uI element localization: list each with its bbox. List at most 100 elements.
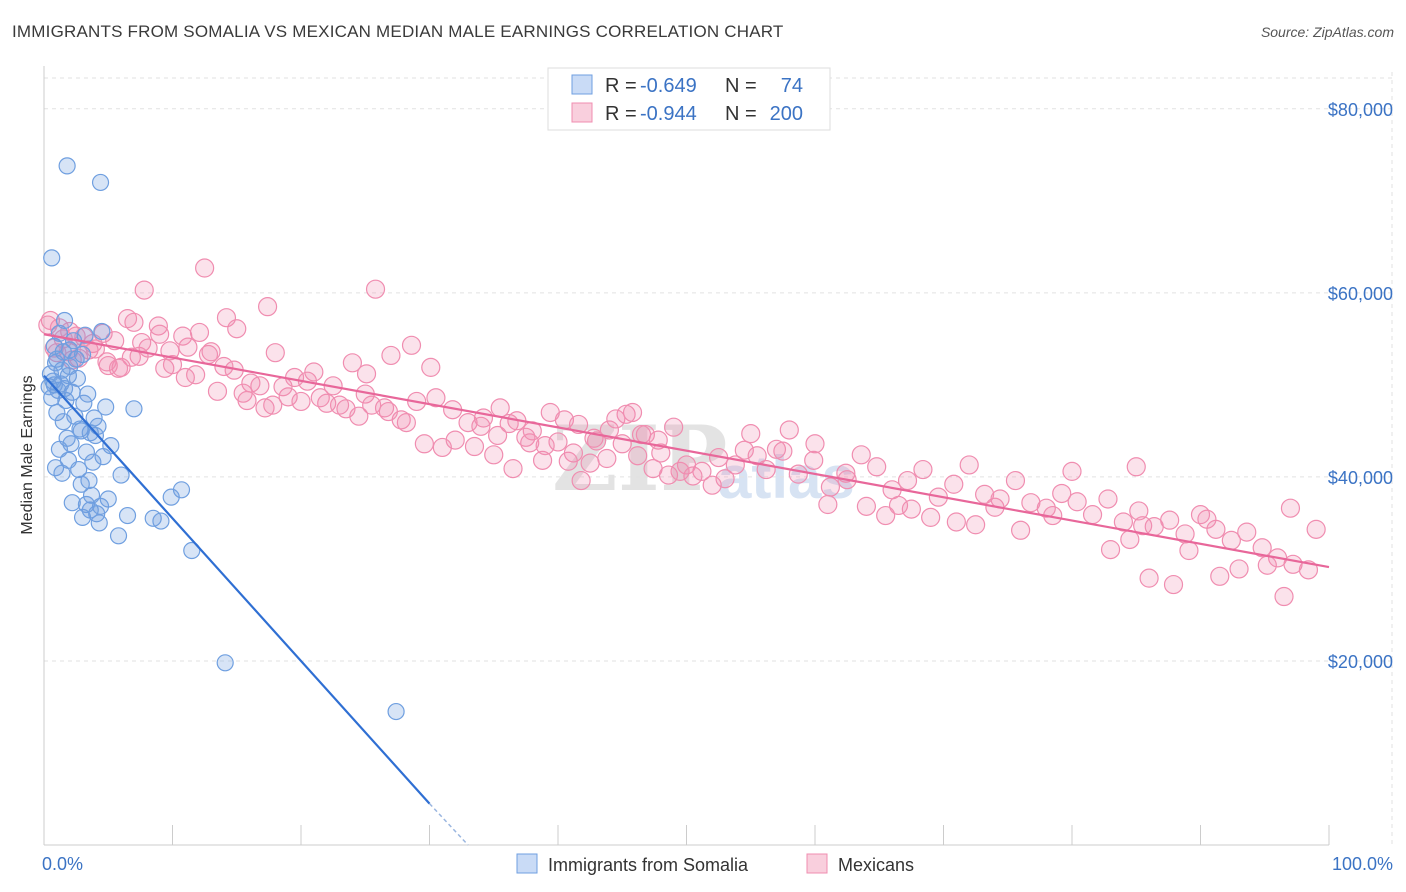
series-legend: Immigrants from Somalia Mexicans — [516, 853, 914, 875]
mexicans-point-126 — [1210, 566, 1230, 586]
series-legend-swatch-mexicans — [806, 853, 828, 874]
mexicans-point-41 — [255, 398, 275, 418]
mexicans-point-10 — [227, 319, 247, 339]
mexicans-point-171 — [396, 413, 416, 433]
series-legend-label-somalia: Immigrants from Somalia — [548, 855, 749, 875]
mexicans-point-32 — [356, 364, 377, 384]
y-axis-label: Median Male Earnings — [19, 375, 36, 534]
trend-line-mexicans — [43, 333, 1330, 569]
somalia-point-69 — [61, 341, 79, 359]
somalia-point-48 — [112, 466, 130, 484]
mexicans-point-42 — [278, 387, 298, 407]
mexicans-point-188 — [124, 312, 144, 332]
mexicans-point-152 — [734, 440, 754, 460]
somalia-point-50 — [72, 475, 90, 493]
somalia-point-64 — [109, 527, 128, 545]
mexicans-point-143 — [888, 495, 909, 516]
stats-legend: R = -0.649 N = 74 R = -0.944 N = 200 — [547, 67, 831, 131]
mexicans-point-91 — [851, 445, 871, 465]
chart-title: IMMIGRANTS FROM SOMALIA VS MEXICAN MEDIA… — [12, 22, 784, 41]
mexicans-point-121 — [1306, 519, 1326, 539]
mexicans-point-181 — [237, 390, 257, 411]
somalia-point-54 — [63, 494, 81, 512]
mexicans-point-189 — [121, 347, 141, 367]
somalia-point-52 — [162, 488, 180, 506]
mexicans-point-123 — [1274, 586, 1294, 607]
legend-n-label-somalia: N = — [725, 75, 757, 97]
mexicans-point-105 — [1067, 492, 1087, 512]
mexicans-point-62 — [616, 404, 636, 424]
mexicans-point-50 — [426, 388, 446, 408]
mexicans-point-134 — [1126, 457, 1146, 477]
mexicans-point-158 — [635, 424, 655, 445]
mexicans-point-109 — [1129, 501, 1149, 521]
legend-n-value-mexicans: 200 — [770, 103, 803, 125]
somalia-point-72 — [72, 422, 90, 440]
x-tick-label-0: 0.0% — [42, 854, 83, 874]
mexicans-point-14 — [365, 279, 386, 299]
mexicans-point-89 — [820, 477, 841, 497]
mexicans-point-156 — [670, 461, 690, 481]
mexicans-point-130 — [1139, 568, 1159, 588]
somalia-point-67 — [387, 702, 405, 721]
mexicans-point-172 — [378, 401, 398, 422]
mexicans-point-74 — [580, 453, 600, 473]
mexicans-point-161 — [586, 431, 607, 451]
mexicans-point-87 — [788, 464, 808, 484]
mexicans-point-142 — [901, 499, 921, 519]
legend-r-value-somalia: -0.649 — [640, 75, 697, 97]
mexicans-point-129 — [1163, 574, 1184, 595]
mexicans-point-174 — [349, 406, 369, 426]
somalia-point-73 — [82, 486, 101, 504]
mexicans-point-187 — [150, 324, 170, 344]
mexicans-point-77 — [628, 446, 648, 466]
somalia-point-66 — [216, 654, 234, 672]
somalia-point-68 — [48, 350, 66, 368]
mexicans-point-88 — [804, 450, 824, 470]
mexicans-point-169 — [432, 437, 452, 458]
mexicans-point-71 — [532, 450, 553, 470]
mexicans-point-98 — [959, 455, 979, 475]
mexicans-point-68 — [484, 445, 504, 465]
legend-r-value-mexicans: -0.944 — [640, 103, 697, 125]
legend-swatch-mexicans — [571, 102, 593, 123]
mexicans-point-81 — [692, 461, 712, 481]
mexicans-point-122 — [1280, 498, 1301, 518]
mexicans-point-162 — [571, 470, 591, 491]
mexicans-point-12 — [195, 258, 215, 278]
mexicans-point-52 — [458, 413, 478, 433]
somalia-point-60 — [118, 506, 137, 525]
mexicans-point-97 — [944, 474, 964, 494]
somalia-point-23 — [79, 385, 97, 403]
mexicans-point-176 — [310, 388, 330, 408]
somalia-point-70 — [45, 376, 63, 394]
stats-legend-box — [547, 67, 831, 131]
somalia-point-2 — [43, 249, 61, 267]
mexicans-point-147 — [818, 494, 838, 515]
somalia-point-4 — [93, 322, 111, 341]
axes — [43, 66, 1330, 846]
somalia-point-62 — [152, 512, 170, 530]
somalia-point-63 — [90, 514, 108, 532]
somalia-point-65 — [183, 541, 201, 560]
somalia-point-46 — [70, 460, 88, 479]
somalia-point-1 — [91, 173, 110, 192]
somalia-point-40 — [50, 440, 69, 458]
mexicans-point-6 — [148, 316, 168, 336]
mexicans-point-135 — [1062, 461, 1082, 481]
somalia-point-27 — [97, 398, 115, 416]
mexicans-point-27 — [265, 343, 285, 363]
mexicans-point-8 — [189, 322, 210, 343]
legend-r-label-somalia: R = — [605, 75, 637, 97]
mexicans-point-141 — [921, 507, 941, 527]
mexicans-point-54 — [490, 398, 510, 418]
mexicans-point-35 — [421, 357, 441, 377]
mexicans-point-101 — [1005, 470, 1026, 491]
mexicans-point-120 — [1298, 560, 1319, 580]
mexicans-point-168 — [471, 416, 491, 436]
mexicans-point-124 — [1257, 555, 1277, 575]
mexicans-point-178 — [273, 377, 293, 397]
mexicans-point-59 — [568, 414, 589, 435]
mexicans-point-86 — [773, 441, 793, 461]
watermark-zip: ZIP — [552, 406, 727, 512]
